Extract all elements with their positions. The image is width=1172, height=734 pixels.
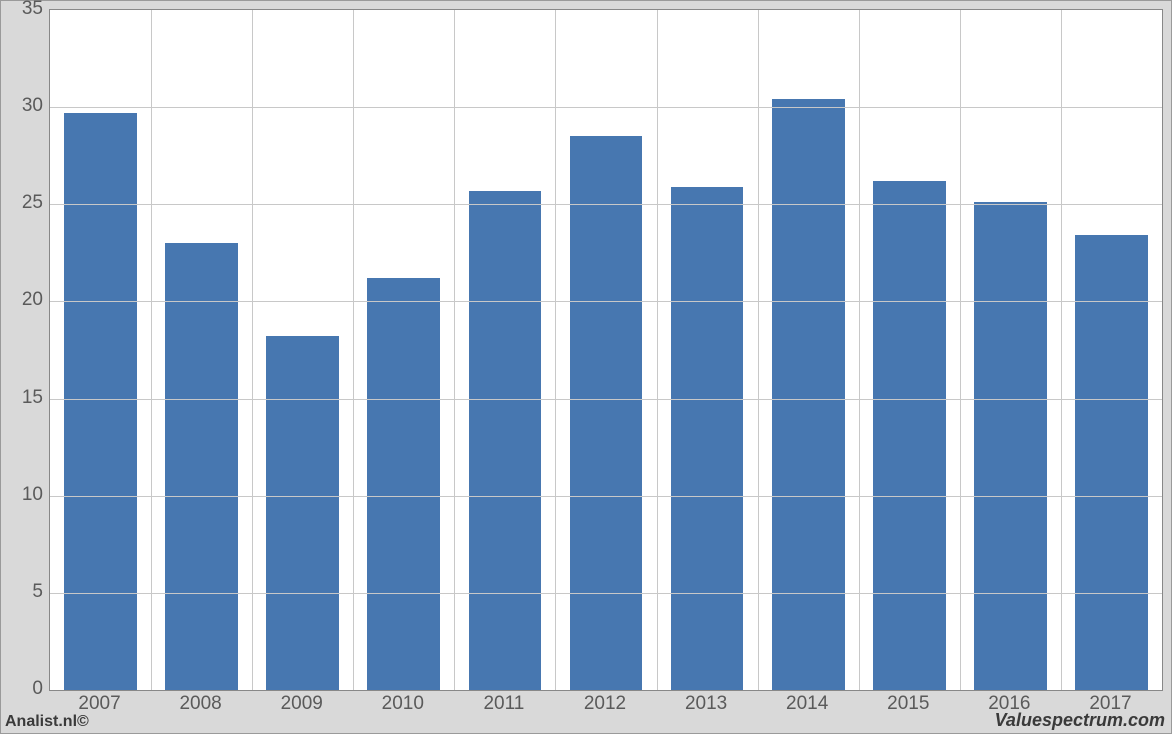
y-tick-label: 5 [7, 581, 43, 603]
gridline-vertical [1061, 10, 1062, 690]
x-tick-label: 2009 [281, 693, 323, 715]
y-tick-label: 25 [7, 192, 43, 214]
bar [974, 202, 1047, 690]
gridline-vertical [151, 10, 152, 690]
bar [1075, 235, 1148, 690]
gridline-vertical [252, 10, 253, 690]
x-tick-label: 2013 [685, 693, 727, 715]
bar [873, 181, 946, 690]
gridline-vertical [859, 10, 860, 690]
gridline-vertical [555, 10, 556, 690]
gridline-horizontal [50, 301, 1162, 302]
y-tick-label: 0 [7, 678, 43, 700]
gridline-vertical [960, 10, 961, 690]
gridline-horizontal [50, 204, 1162, 205]
x-tick-label: 2010 [382, 693, 424, 715]
bar [570, 136, 643, 690]
footer-left: Analist.nl© [5, 713, 89, 731]
gridline-vertical [353, 10, 354, 690]
bar [266, 336, 339, 690]
x-tick-label: 2011 [483, 693, 524, 715]
x-tick-label: 2007 [78, 693, 120, 715]
x-tick-label: 2014 [786, 693, 828, 715]
gridline-horizontal [50, 107, 1162, 108]
gridline-horizontal [50, 399, 1162, 400]
plot-area [49, 9, 1163, 691]
x-tick-label: 2008 [179, 693, 221, 715]
bar [469, 191, 542, 690]
bar [367, 278, 440, 690]
gridline-horizontal [50, 496, 1162, 497]
bar [64, 113, 137, 690]
y-tick-label: 35 [7, 0, 43, 20]
bar [671, 187, 744, 690]
chart-container: 0 5 10 15 20 25 30 35 2007 2008 2009 2010 2011 2012 2… [0, 0, 1172, 734]
y-tick-label: 15 [7, 387, 43, 409]
y-tick-label: 20 [7, 289, 43, 311]
bar [165, 243, 238, 690]
gridline-vertical [454, 10, 455, 690]
y-tick-label: 10 [7, 484, 43, 506]
bars-layer [50, 10, 1162, 690]
bar [772, 99, 845, 690]
x-tick-label: 2012 [584, 693, 626, 715]
y-tick-label: 30 [7, 95, 43, 117]
gridline-horizontal [50, 593, 1162, 594]
gridline-vertical [758, 10, 759, 690]
footer-right: Valuespectrum.com [995, 710, 1165, 731]
x-tick-label: 2015 [887, 693, 929, 715]
gridline-vertical [657, 10, 658, 690]
